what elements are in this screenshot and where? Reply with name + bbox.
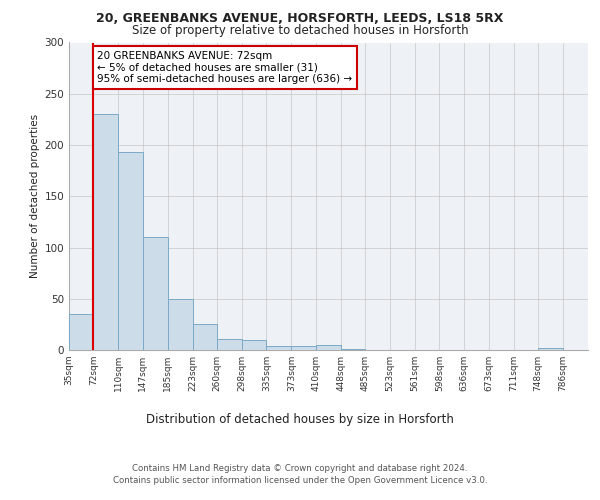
Bar — [193, 324, 217, 350]
Bar — [316, 345, 341, 350]
Bar — [242, 340, 266, 350]
Bar — [266, 346, 292, 350]
Bar — [292, 346, 316, 350]
Text: 20, GREENBANKS AVENUE, HORSFORTH, LEEDS, LS18 5RX: 20, GREENBANKS AVENUE, HORSFORTH, LEEDS,… — [97, 12, 503, 26]
Text: Contains HM Land Registry data © Crown copyright and database right 2024.: Contains HM Land Registry data © Crown c… — [132, 464, 468, 473]
Bar — [69, 314, 94, 350]
Bar — [538, 348, 563, 350]
Bar — [143, 238, 167, 350]
Bar — [167, 298, 193, 350]
Bar — [118, 152, 143, 350]
Y-axis label: Number of detached properties: Number of detached properties — [30, 114, 40, 278]
Text: Size of property relative to detached houses in Horsforth: Size of property relative to detached ho… — [131, 24, 469, 37]
Bar — [341, 349, 365, 350]
Text: 20 GREENBANKS AVENUE: 72sqm
← 5% of detached houses are smaller (31)
95% of semi: 20 GREENBANKS AVENUE: 72sqm ← 5% of deta… — [97, 50, 352, 84]
Bar — [94, 114, 118, 350]
Bar — [217, 338, 242, 350]
Text: Contains public sector information licensed under the Open Government Licence v3: Contains public sector information licen… — [113, 476, 487, 485]
Text: Distribution of detached houses by size in Horsforth: Distribution of detached houses by size … — [146, 412, 454, 426]
